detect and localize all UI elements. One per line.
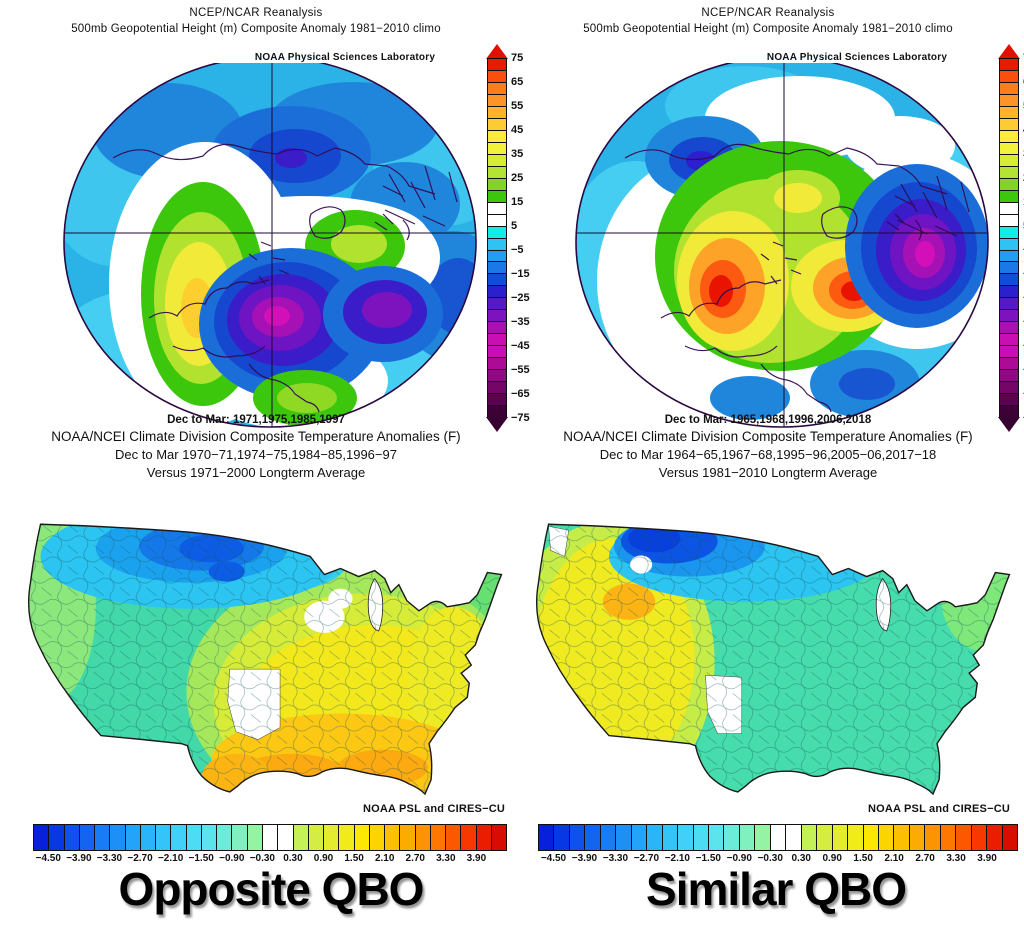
ncei-baseline: Versus 1971−2000 Longterm Average	[146, 465, 366, 480]
ncei-title: NOAA/NCEI Climate Division Composite Tem…	[51, 429, 461, 444]
colorbar-cells	[33, 824, 507, 851]
temp-colorbar: −4.50 −3.90 −3.30 −2.70 −2.10 −1.50 −0.90 −0.30…	[33, 820, 507, 868]
reanalysis-subtitle: 500mb Geopotential Height (m) Composite …	[583, 23, 953, 35]
composite-years: Dec to Mar: 1971,1975,1985,1997	[167, 414, 345, 426]
us-temp-map-opposite	[27, 523, 503, 796]
us-outline	[27, 523, 503, 796]
colorbar-cells	[999, 58, 1019, 418]
coastlines	[112, 143, 458, 413]
graticule-crosshair	[576, 57, 988, 427]
coastlines	[624, 143, 970, 413]
credit-line: NOAA PSL and CIRES−CU	[867, 803, 1010, 815]
colorbar-arrow-top	[486, 44, 508, 59]
qbo-label-opposite: Opposite QBO	[118, 863, 425, 915]
polar-anomaly-field	[64, 57, 476, 427]
climate-division-lines	[536, 524, 1010, 794]
colorbar-tick-labels: −4.50 −3.90 −3.30 −2.70 −2.10 −1.50 −0.90 −0.30…	[35, 853, 487, 864]
colorbar-cells	[487, 58, 507, 418]
reanalysis-subtitle: 500mb Geopotential Height (m) Composite …	[71, 23, 441, 35]
qbo-label-similar: Similar QBO	[646, 863, 907, 915]
psl-watermark: NOAA Physical Sciences Laboratory	[214, 52, 476, 63]
composite-years: Dec to Mar: 1965,1968,1996,2006,2018	[664, 414, 872, 426]
ncei-years: Dec to Mar 1970−71,1974−75,1984−85,1996−…	[115, 447, 397, 462]
panel-similar-qbo: NCEP/NCAR Reanalysis 500mb Geopotential …	[512, 0, 1024, 927]
psl-watermark: NOAA Physical Sciences Laboratory	[726, 52, 988, 63]
reanalysis-title: NCEP/NCAR Reanalysis	[701, 7, 835, 19]
us-temp-map-similar	[535, 523, 1011, 796]
us-anomaly-field	[28, 524, 502, 794]
graticule-crosshair	[64, 57, 476, 427]
polar-map-similar	[575, 56, 989, 428]
us-anomaly-field	[536, 524, 1010, 794]
reanalysis-title: NCEP/NCAR Reanalysis	[189, 7, 323, 19]
us-outline	[535, 523, 1011, 796]
ncei-title: NOAA/NCEI Climate Division Composite Tem…	[563, 429, 973, 444]
ncei-baseline: Versus 1981−2010 Longterm Average	[658, 465, 878, 480]
colorbar-arrow-bottom	[486, 417, 508, 432]
colorbar-cells	[538, 824, 1018, 851]
temp-colorbar: −4.50 −3.90 −3.30 −2.70 −2.10 −1.50 −0.90 −0.30…	[538, 820, 1018, 868]
ncei-years: Dec to Mar 1964−65,1967−68,1995−96,2005−…	[599, 447, 937, 462]
polar-anomaly-field	[576, 57, 988, 427]
colorbar-arrow-top	[998, 44, 1020, 59]
colorbar-arrow-bottom	[998, 417, 1020, 432]
polar-map-opposite	[63, 56, 477, 428]
credit-line: NOAA PSL and CIRES−CU	[362, 803, 505, 815]
colorbar-tick-labels: −4.50 −3.90 −3.30 −2.70 −2.10 −1.50 −0.90 −0.30…	[540, 853, 997, 864]
panel-opposite-qbo: NCEP/NCAR Reanalysis 500mb Geopotential …	[27, 7, 530, 915]
climate-division-lines	[28, 524, 502, 794]
